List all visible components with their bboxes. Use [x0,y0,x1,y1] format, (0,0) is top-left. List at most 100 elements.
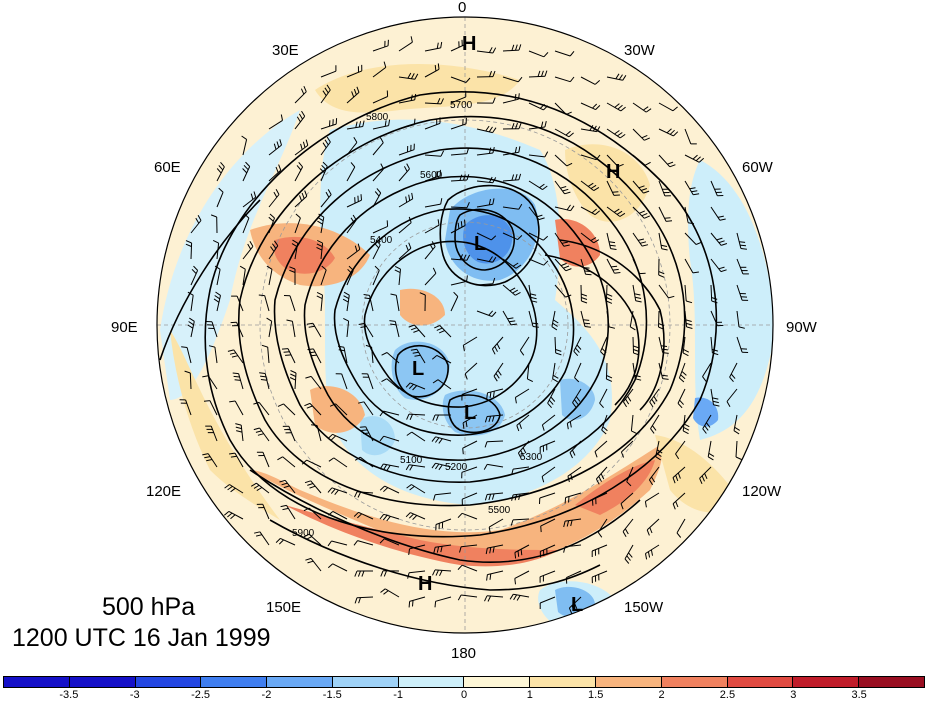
wind-barb [574,362,582,378]
wind-barb-feather [380,588,386,593]
wind-barb-feather [658,274,665,278]
wind-barb-feather [405,196,408,203]
wind-barb [735,440,738,458]
wind-barb [502,206,519,210]
wind-barb-feather [413,118,416,125]
wind-barb-feather [635,300,642,303]
wind-barb [528,180,543,191]
wind-barb-feather [564,497,567,504]
wind-barb-feather [686,322,693,326]
low-label: L [412,358,424,380]
wind-barb-feather [236,430,243,433]
wind-barb-feather [530,296,537,300]
wind-barb-feather [679,399,684,405]
wind-barb-feather [317,220,323,225]
wind-barb [294,144,309,156]
wind-barb-feather [514,578,516,585]
wind-barb-feather [354,597,358,604]
wind-barb-feather [620,451,625,458]
wind-barb [189,372,192,390]
wind-barb [312,348,322,364]
wind-barb-feather [308,325,315,328]
wind-barb [463,336,478,346]
wind-barb-feather [486,392,488,399]
wind-barb-feather [509,593,514,600]
wind-barb [410,512,426,520]
wind-barb-feather [651,476,656,483]
wind-barb-feather [414,354,421,357]
wind-barb-feather [661,345,668,347]
wind-barb [424,175,441,182]
wind-barb-feather [575,347,580,353]
wind-barb [580,102,596,111]
wind-barb [554,102,567,115]
wind-barb-feather [532,322,539,325]
wind-barb-feather [234,379,241,381]
wind-barb-feather [569,421,572,428]
wind-barb-feather [661,248,668,251]
colorbar-swatch [859,677,924,687]
wind-barb-feather [552,378,558,383]
wind-barb-feather [569,76,575,83]
wind-barb [356,596,374,599]
wind-barb [554,50,571,57]
wind-barb-feather [321,265,327,271]
wind-barb-feather [726,401,731,407]
wind-barb-feather [379,513,385,520]
wind-barb-feather [279,479,286,483]
wind-barb [528,154,545,158]
wind-barb-feather [214,295,220,300]
wind-barb-feather [564,191,571,195]
wind-barb-feather [484,416,488,423]
wind-barb-feather [303,86,307,92]
wind-barb [540,518,556,527]
wind-barb [658,180,666,197]
wind-barb-feather [707,456,714,461]
wind-barb [462,414,478,424]
wind-barb [540,596,556,604]
wind-barb-feather [412,600,414,607]
wind-barb-feather [492,198,495,205]
wind-barb [383,435,400,442]
wind-barb [284,479,296,494]
wind-barb-feather [650,428,655,434]
wind-barb-feather [488,198,491,205]
wind-barb-feather [394,269,401,274]
wind-barb [398,168,410,182]
wind-barb-feather [410,36,413,43]
wind-barb-feather [493,391,495,398]
wind-barb-feather [410,348,417,351]
wind-barb-feather [187,324,194,329]
wind-barb-feather [379,538,385,544]
wind-barb-feather [658,323,665,327]
colorbar-swatch [530,677,597,687]
wind-barb-feather [188,321,194,326]
wind-barb-feather [590,184,597,189]
wind-barb-feather [530,293,537,296]
wind-barb-feather [466,275,468,282]
wind-barb-feather [552,322,558,327]
wind-barb [308,533,322,546]
wind-barb [256,482,270,494]
wind-barb [573,336,582,352]
wind-barb-feather [573,350,579,357]
wind-barb-feather [527,378,534,383]
wind-barb [592,570,608,578]
wind-barb-feather [436,42,439,49]
wind-barb [268,217,275,234]
wind-barb [386,352,400,364]
wind-barb [398,149,415,156]
wind-barb-feather [354,245,358,252]
wind-barb-feather [249,241,254,247]
wind-barb-feather [584,326,591,328]
wind-barb-feather [354,491,358,498]
wind-barb [554,284,566,298]
wind-barb [682,414,686,431]
wind-barb [528,75,546,78]
wind-barb [320,243,324,260]
wind-barb-feather [584,270,591,272]
wind-barb-feather [358,597,361,604]
wind-barb-feather [666,220,673,222]
wind-barb [384,485,400,494]
wind-barb-feather [359,426,366,428]
